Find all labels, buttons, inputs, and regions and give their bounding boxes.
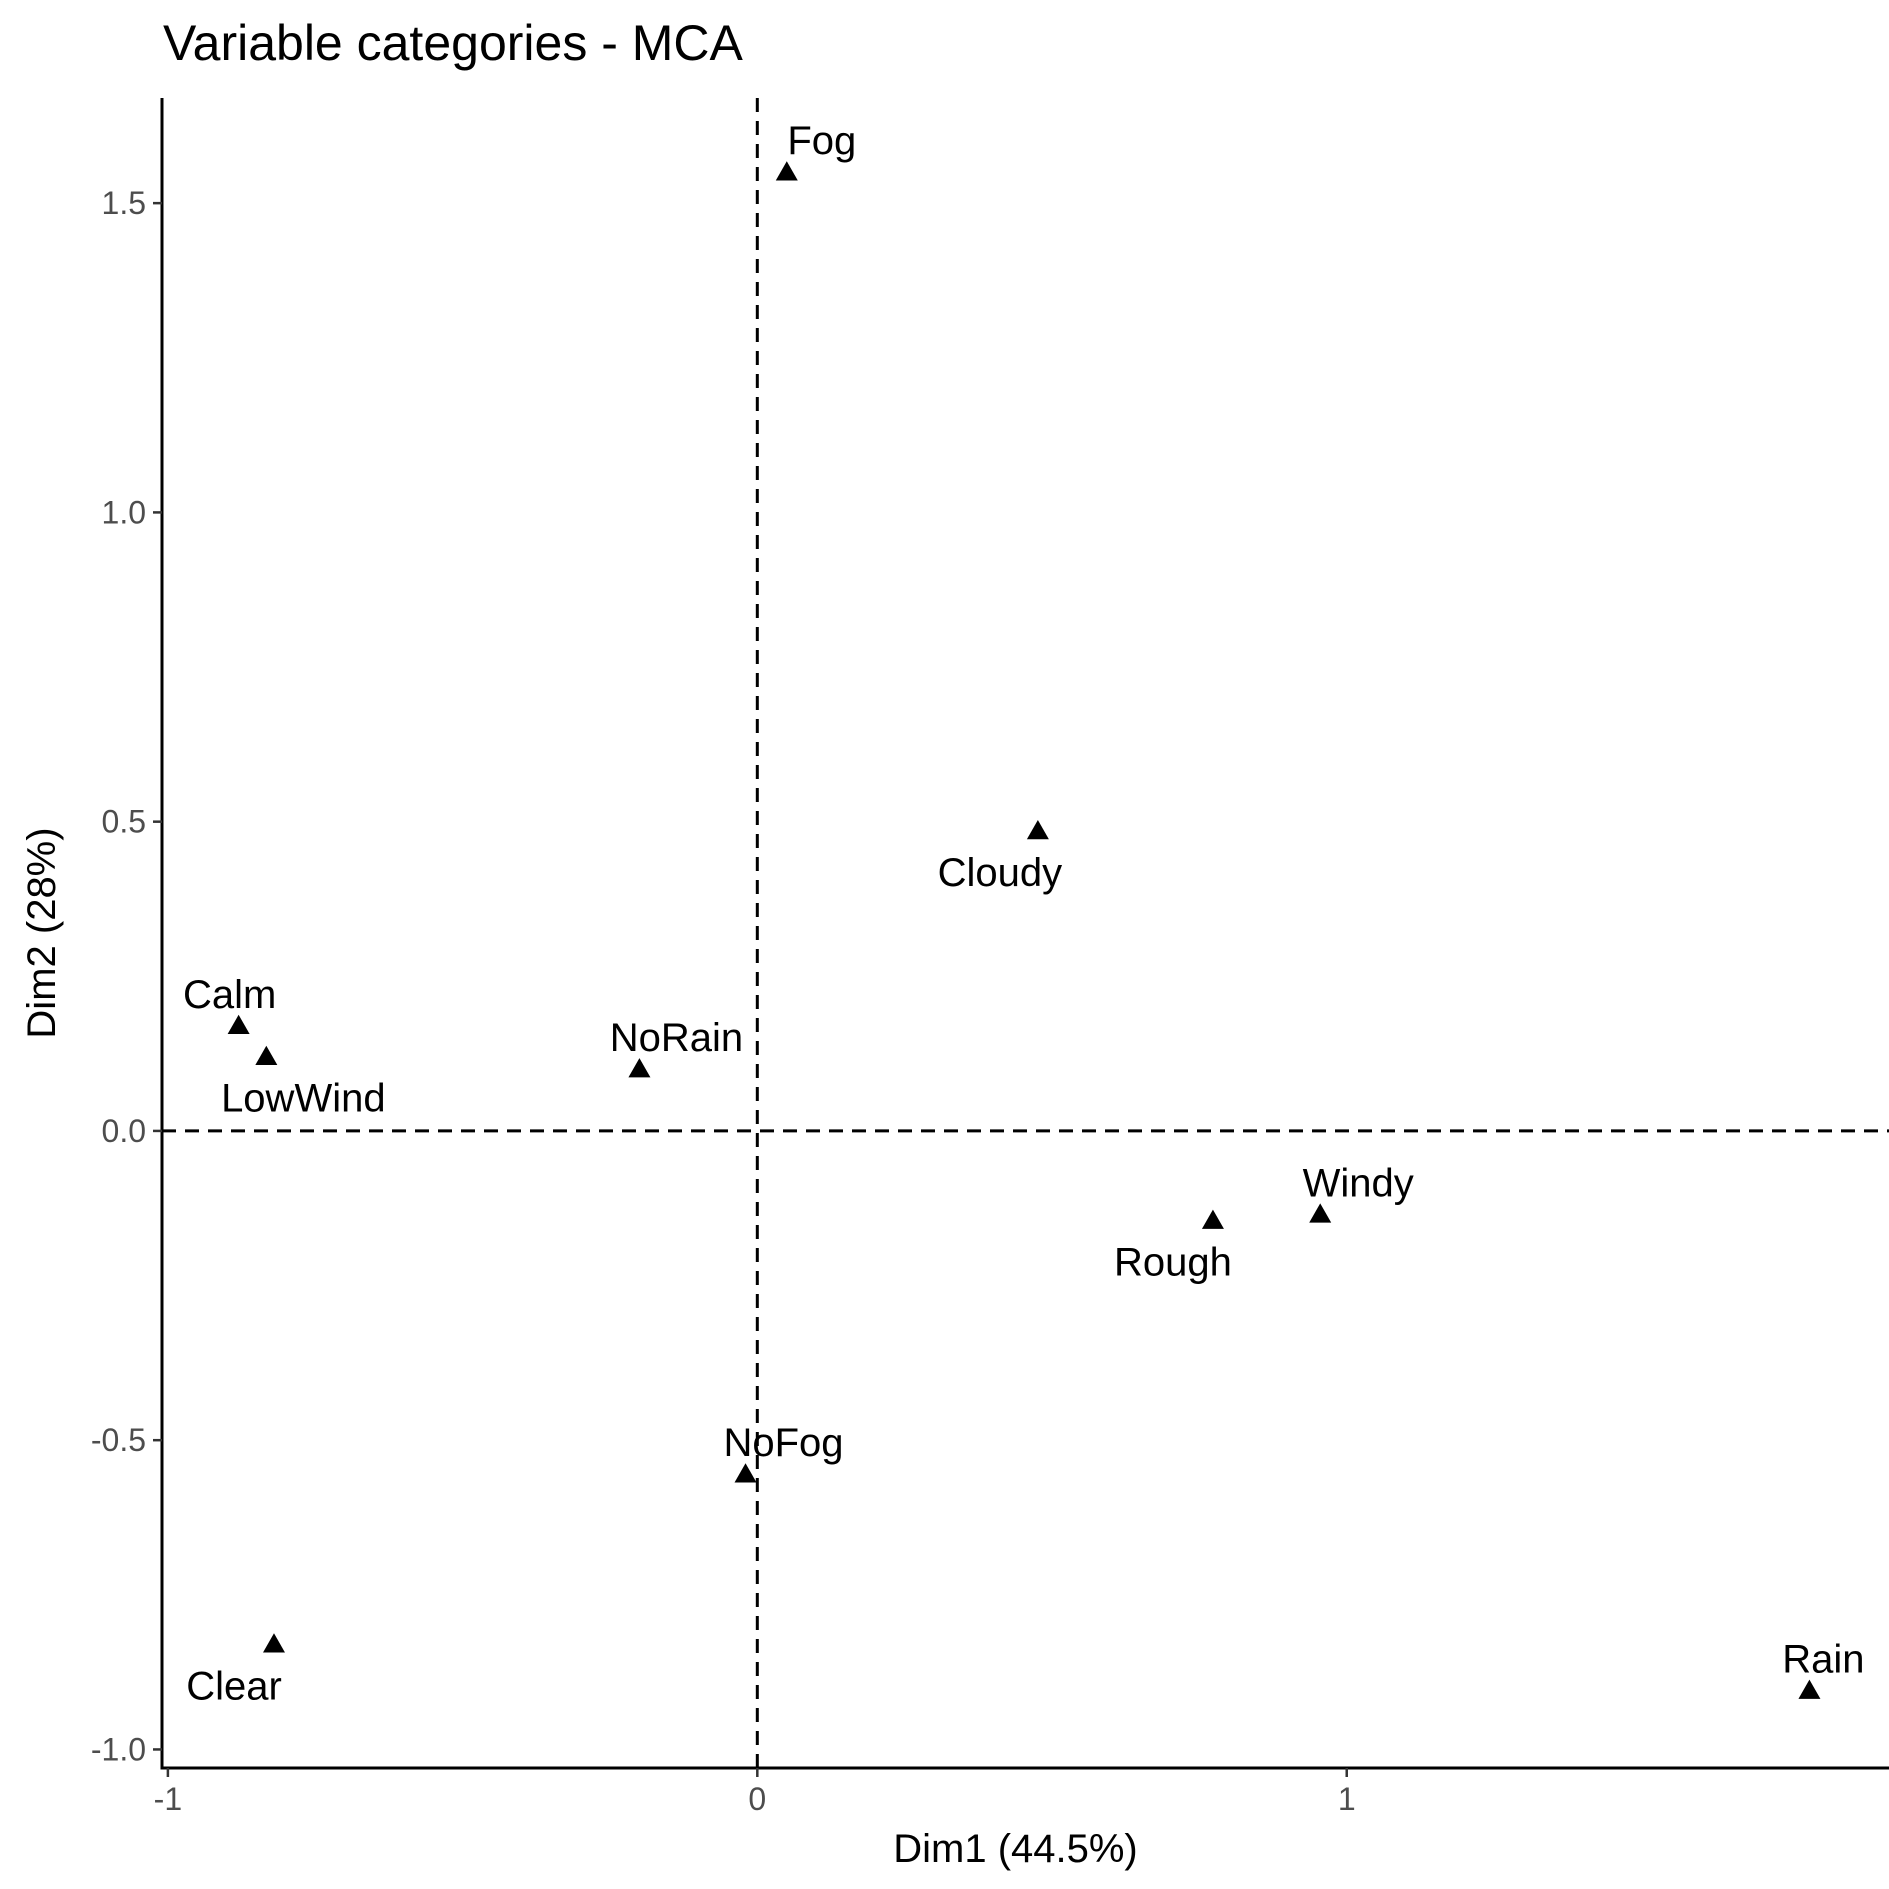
point-fog [775,161,798,181]
y-tick-label: 1.5 [102,185,146,221]
point-lowwind [255,1045,278,1065]
point-norain [628,1058,651,1078]
point-label-lowwind: LowWind [221,1077,386,1121]
x-tick-label: 0 [748,1781,766,1817]
y-tick-label: 1.0 [102,494,146,530]
point-label-calm: Calm [183,973,276,1017]
point-label-rough: Rough [1114,1241,1232,1285]
y-axis-title: Dim2 (28%) [20,827,64,1038]
x-axis-title: Dim1 (44.5%) [893,1827,1138,1871]
point-cloudy [1026,819,1049,840]
x-tick-label: -1 [154,1781,182,1817]
point-labels: Fog Cloudy Calm LowWind NoRain Windy Rough NoFo… [183,119,1865,1708]
point-label-nofog: NoFog [723,1421,843,1465]
point-label-rain: Rain [1782,1638,1864,1682]
reference-lines [162,98,1889,1768]
point-label-clear: Clear [186,1664,282,1708]
point-label-fog: Fog [787,119,856,163]
axes: -1.0 -0.5 0.0 0.5 1.0 1.5 -1 0 1 [91,98,1889,1817]
point-rain [1798,1679,1821,1699]
y-tick-label: -0.5 [91,1422,146,1458]
point-rough [1201,1209,1224,1229]
y-tick-label: 0.5 [102,804,146,840]
point-calm [227,1014,250,1035]
point-nofog [734,1463,757,1483]
x-tick-label: 1 [1338,1781,1356,1817]
point-label-windy: Windy [1303,1161,1414,1205]
y-tick-label: -1.0 [91,1731,146,1767]
point-label-norain: NoRain [610,1016,743,1060]
data-points [227,161,1821,1699]
chart-title: Variable categories - MCA [163,15,743,71]
point-clear [262,1633,285,1653]
point-label-cloudy: Cloudy [938,851,1063,895]
y-tick-label: 0.0 [102,1113,146,1149]
point-windy [1309,1203,1332,1223]
